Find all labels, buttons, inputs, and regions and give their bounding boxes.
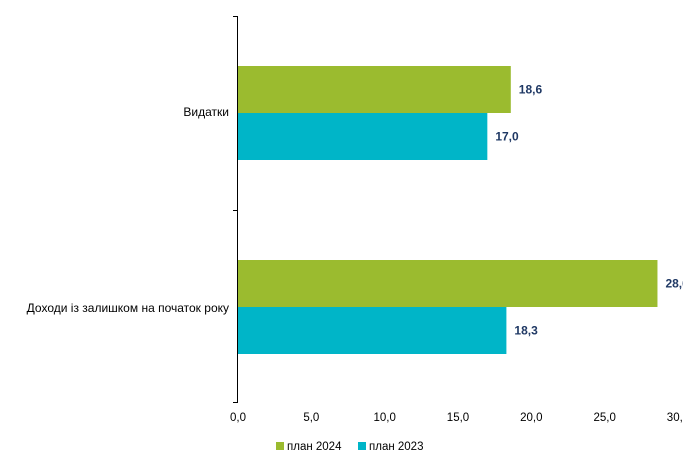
category-axis: Видатки Доходи із залишком на початок ро… [27,16,238,403]
bar-revenues-plan-2023 [238,307,507,354]
bar-expenses-plan-2023 [238,113,488,160]
value-axis-tick-labels: 0,0 5,0 10,0 15,0 20,0 25,0 30,0 [230,412,683,424]
bar-revenues-plan-2024 [238,260,658,307]
category-label-revenues: Доходи із залишком на початок року [27,301,229,315]
data-labels-layer: 18,6 17,0 28,6 18,3 [495,83,683,338]
x-tick-label: 5,0 [303,412,319,424]
category-label-expenses: Видатки [183,105,229,119]
bars-layer [238,66,658,354]
x-tick-label: 25,0 [593,412,615,424]
x-tick-label: 15,0 [447,412,469,424]
x-tick-label: 10,0 [373,412,395,424]
legend-swatch-plan-2023 [358,442,366,450]
bar-expenses-plan-2024 [238,66,511,113]
legend-label-plan-2024: план 2024 [287,441,342,453]
x-tick-label: 0,0 [230,412,246,424]
x-tick-label: 30,0 [667,412,683,424]
data-label-expenses-plan-2024: 18,6 [519,83,543,97]
legend: план 2024 план 2023 [276,441,423,453]
data-label-expenses-plan-2023: 17,0 [495,130,519,144]
x-tick-label: 20,0 [520,412,542,424]
legend-swatch-plan-2024 [276,442,284,450]
data-label-revenues-plan-2024: 28,6 [665,277,683,291]
data-label-revenues-plan-2023: 18,3 [514,324,538,338]
legend-label-plan-2023: план 2023 [369,441,423,453]
